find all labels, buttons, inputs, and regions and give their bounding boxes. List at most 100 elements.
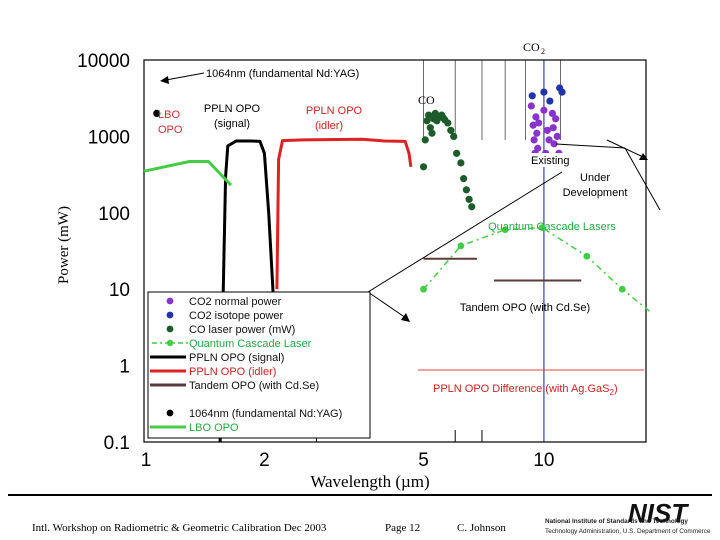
nd-yag-point <box>153 109 161 118</box>
lbo-label-2: OPO <box>158 124 183 136</box>
ppln-signal-line <box>218 139 279 443</box>
existing-bracket-2 <box>624 147 661 211</box>
plot-frame <box>143 59 647 443</box>
point-co-laser-power-mw--17 <box>457 159 465 167</box>
qcl-point-5 <box>618 285 626 293</box>
legend-label-1: CO2 isotope power <box>189 310 283 322</box>
point-co2-normal-power-2 <box>530 136 538 144</box>
under-dev-label-1: Under <box>580 172 610 184</box>
existing-label: Existing <box>531 155 570 167</box>
nd-yag-arrow <box>165 72 205 81</box>
footer-author: C. Johnson <box>457 522 506 534</box>
legend-marker-dot-3 <box>166 339 174 347</box>
point-co2-normal-power-11 <box>545 136 553 144</box>
point-co-laser-power-mw--18 <box>460 175 468 183</box>
ppln-idler-line <box>275 137 413 290</box>
y-tick-label: 1 <box>119 357 130 378</box>
point-co2-normal-power-6 <box>534 144 542 152</box>
point-co2-normal-power-14 <box>549 124 557 132</box>
x-tick-label: 10 <box>533 450 554 471</box>
legend-label-3: Quantum Cascade Laser <box>189 338 312 350</box>
x-tick-label: 1 <box>141 450 152 471</box>
point-co2-normal-power-17 <box>553 132 561 140</box>
legend-box <box>147 291 371 439</box>
qcl-point-3 <box>538 224 546 232</box>
ppln-signal-label-2: (signal) <box>214 118 250 130</box>
existing-label-bg <box>528 153 574 167</box>
y-axis-label: Power (mW) <box>56 206 72 284</box>
under-dev-label-2: Development <box>563 187 628 199</box>
under-dev-pointer-2 <box>367 291 407 319</box>
point-co2-normal-power-13 <box>548 109 556 118</box>
y-tick-label: 0.1 <box>104 433 130 454</box>
x-tick-label: 2 <box>259 450 270 471</box>
legend-label-4: PPLN OPO (signal) <box>189 352 284 364</box>
lbo-label-1: LBO <box>158 109 180 121</box>
qcl-line <box>422 226 652 313</box>
point-co-laser-power-mw--16 <box>453 149 461 157</box>
point-co2-normal-power-16 <box>552 115 560 123</box>
legend-marker-0 <box>166 297 174 305</box>
point-co2-normal-power-7 <box>535 119 543 127</box>
legend-marker-2 <box>166 325 174 333</box>
qcl-point-0 <box>420 285 427 293</box>
point-co2-isotope-power-2 <box>546 97 554 105</box>
point-co-laser-power-mw--4 <box>426 124 434 132</box>
point-co-laser-power-mw--2 <box>423 117 431 125</box>
ppln-signal-label-1: PPLN OPO <box>204 103 261 115</box>
point-co2-normal-power-1 <box>529 121 537 129</box>
org-line-2: Technology Administration, U.S. Departme… <box>545 528 711 535</box>
legend-label-6: Tandem OPO (with Cd.Se) <box>189 380 319 392</box>
nist-logo-text: NIST <box>628 498 689 528</box>
legend-label-5: PPLN OPO (idler) <box>189 366 276 378</box>
chart: 10000 1000 100 10 1 0.1 1 2 5 10 Wavelength (µm) Po… <box>56 40 661 491</box>
legend-label-0: CO2 normal power <box>189 296 282 308</box>
tandem-label: Tandem OPO (with Cd.Se) <box>460 302 590 314</box>
x-tick-label: 5 <box>418 450 429 471</box>
qcl-point-4 <box>583 252 591 260</box>
qcl-point-1 <box>457 242 465 250</box>
x-axis-label: Wavelength (µm) <box>310 472 429 491</box>
point-co2-normal-power-5 <box>533 129 541 137</box>
under-dev-arrowhead <box>401 313 410 322</box>
footer-divider <box>8 494 712 496</box>
y-tick-label: 10000 <box>77 51 130 72</box>
point-co2-normal-power-15 <box>550 140 558 148</box>
legend-label-8: LBO OPO <box>189 422 239 434</box>
point-co-laser-power-mw--15 <box>450 132 458 140</box>
point-co-laser-power-mw--1 <box>421 136 429 144</box>
point-co2-normal-power-0 <box>527 102 535 110</box>
org-line-1: National Institute of Standards and Tech… <box>545 518 688 525</box>
point-co2-normal-power-8 <box>540 106 548 114</box>
lbo-opo-line <box>143 160 233 187</box>
co-label: CO <box>418 93 435 107</box>
point-co-laser-power-mw--21 <box>468 203 476 211</box>
qcl-label: Quantum Cascade Lasers <box>488 221 616 233</box>
point-co2-normal-power-4 <box>532 113 540 121</box>
point-co-laser-power-mw--13 <box>444 119 452 127</box>
ppln-idler-label-1: PPLN OPO <box>306 105 363 117</box>
legend-marker-7 <box>166 409 174 417</box>
point-co-laser-power-mw--5 <box>428 129 436 137</box>
point-co-laser-power-mw--20 <box>465 195 473 203</box>
existing-bracket <box>555 143 626 149</box>
point-co-laser-power-mw--14 <box>447 126 455 134</box>
under-dev-pointer <box>367 171 563 293</box>
point-co-laser-power-mw--19 <box>462 186 471 194</box>
co2-label-subscript: 2 <box>541 47 545 56</box>
point-co2-isotope-power-1 <box>540 88 548 96</box>
y-tick-label: 1000 <box>88 127 130 148</box>
point-co2-isotope-power-4 <box>558 88 566 96</box>
point-co2-normal-power-10 <box>543 126 551 134</box>
nist-logo: NIST <box>628 498 689 528</box>
legend-label-7: 1064nm (fundamental Nd:YAG) <box>189 408 342 420</box>
point-co-laser-power-mw--3 <box>425 111 433 119</box>
legend-marker-1 <box>166 311 174 319</box>
point-co2-isotope-power-0 <box>528 92 536 100</box>
nd-yag-arrowhead <box>160 76 169 84</box>
co2-label: CO <box>523 40 540 54</box>
footer-workshop: Intl. Workshop on Radiometric & Geometri… <box>32 522 327 534</box>
existing-arrowhead <box>639 153 648 160</box>
ppln-idler-label-2: (idler) <box>315 120 343 132</box>
